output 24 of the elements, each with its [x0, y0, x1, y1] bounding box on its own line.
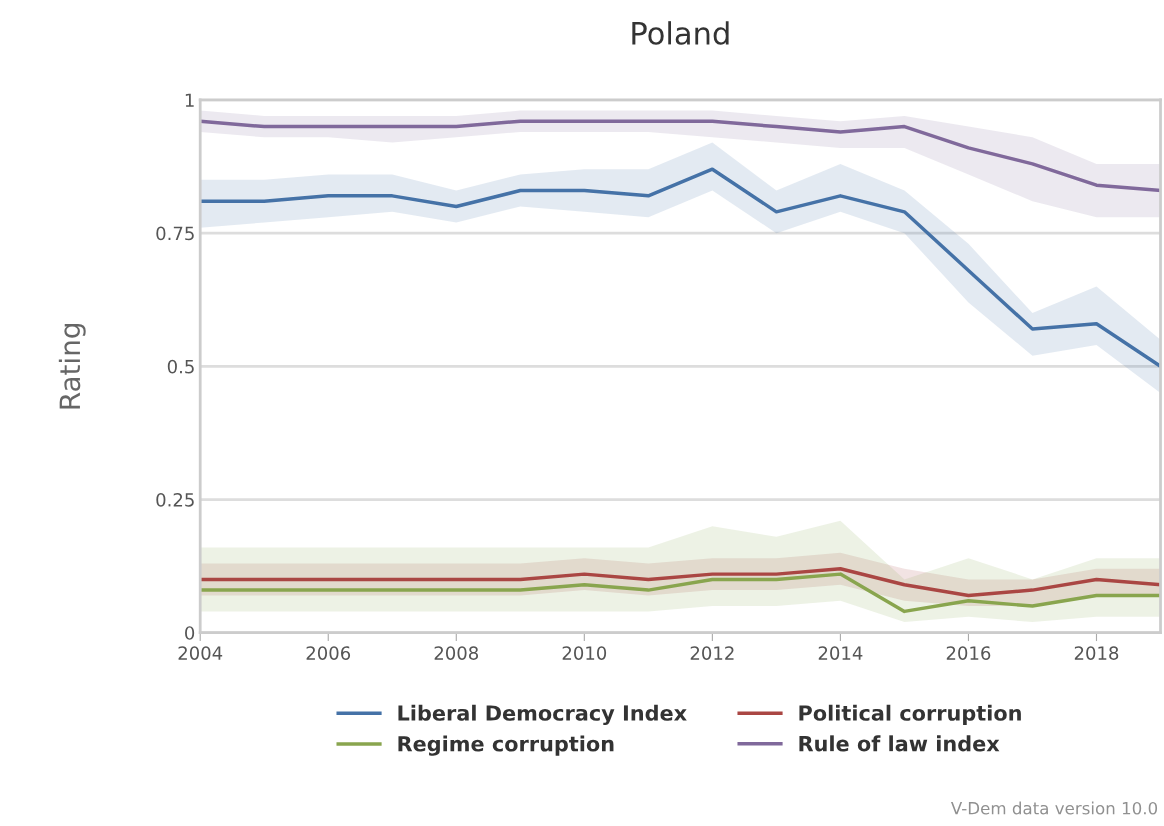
legend-label: Liberal Democracy Index: [398, 704, 687, 726]
line-series: [200, 119, 1161, 193]
legend-label: Regime corruption: [398, 735, 614, 756]
line-series: [200, 572, 1161, 614]
y-axis-title: Rating: [58, 324, 86, 409]
legend-label: Political corruption: [799, 704, 1021, 725]
y-tick-label: 0: [185, 626, 195, 640]
chart-title: Poland: [632, 21, 729, 45]
legend-label: Rule of law index: [799, 735, 1000, 752]
x-tick-label: 2012: [690, 646, 734, 660]
x-tick-label: 2006: [306, 646, 351, 660]
x-tick-label: 2008: [434, 646, 479, 660]
y-tick-label: 0.75: [156, 226, 194, 241]
x-tick-label: 2010: [562, 646, 607, 660]
line-series: [200, 167, 1161, 369]
text: V-Dem data version 10.0: [950, 801, 1158, 815]
x-tick-label: 2018: [1074, 646, 1119, 660]
line-series: [200, 567, 1161, 598]
x-tick-label: 2004: [178, 646, 223, 660]
x-tick-label: 2016: [946, 646, 991, 660]
x-tick-label: 2014: [818, 646, 863, 660]
y-tick-label: 0.25: [156, 492, 194, 507]
y-tick-label: 0.5: [167, 359, 194, 374]
y-tick-label: 1: [185, 93, 194, 107]
